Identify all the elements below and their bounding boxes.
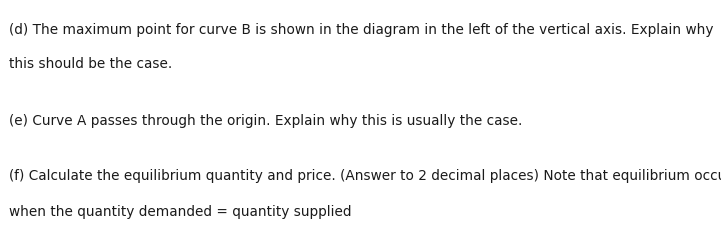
Text: when the quantity demanded = quantity supplied: when the quantity demanded = quantity su… xyxy=(9,205,351,219)
Text: (d) The maximum point for curve B is shown in the diagram in the left of the ver: (d) The maximum point for curve B is sho… xyxy=(9,23,713,37)
Text: (e) Curve A passes through the origin. Explain why this is usually the case.: (e) Curve A passes through the origin. E… xyxy=(9,114,522,128)
Text: this should be the case.: this should be the case. xyxy=(9,57,172,71)
Text: (f) Calculate the equilibrium quantity and price. (Answer to 2 decimal places) N: (f) Calculate the equilibrium quantity a… xyxy=(9,169,721,183)
